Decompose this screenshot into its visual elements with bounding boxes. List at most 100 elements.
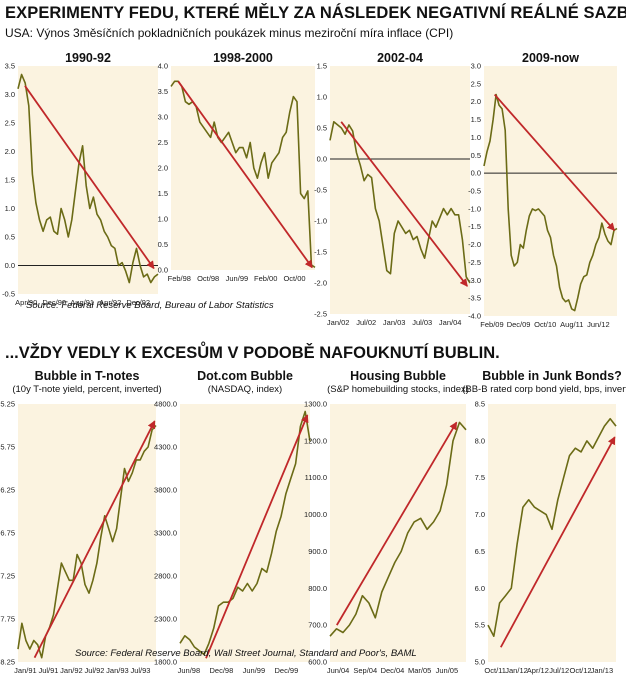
x-tick-label: Jun/98 bbox=[178, 666, 201, 675]
y-tick-label: 2.5 bbox=[471, 79, 481, 88]
x-tick-label: Oct/11 bbox=[484, 666, 506, 675]
y-tick-label: 0.0 bbox=[5, 261, 15, 270]
x-tick-label: Oct/10 bbox=[534, 320, 556, 329]
panel-background-8 bbox=[488, 404, 616, 662]
y-tick-label: 1.0 bbox=[317, 93, 327, 102]
y-tick-label: 2.0 bbox=[471, 97, 481, 106]
y-tick-label: -1.0 bbox=[314, 217, 327, 226]
y-tick-label: 1.5 bbox=[5, 176, 15, 185]
y-tick-label: -1.5 bbox=[468, 222, 481, 231]
x-tick-label: Jul/92 bbox=[84, 666, 104, 675]
y-tick-label: 900.0 bbox=[308, 547, 327, 556]
trend-arrow bbox=[177, 80, 313, 269]
y-tick-label: -1.5 bbox=[314, 248, 327, 257]
x-tick-label: Dec/09 bbox=[507, 320, 531, 329]
y-tick-label: 5.0 bbox=[475, 658, 485, 667]
y-tick-label: -2.0 bbox=[468, 240, 481, 249]
x-tick-label: Apr/12 bbox=[527, 666, 549, 675]
panel-background-2 bbox=[171, 66, 315, 270]
x-tick-label: Mar/05 bbox=[408, 666, 431, 675]
x-tick-label: Jul/03 bbox=[412, 318, 432, 327]
trend-arrow bbox=[33, 420, 156, 659]
x-tick-label: Aug/91 bbox=[70, 298, 94, 307]
y-tick-label: 0.5 bbox=[471, 151, 481, 160]
trend-arrow bbox=[340, 121, 468, 287]
y-tick-label: -4.0 bbox=[468, 312, 481, 321]
y-tick-label: 7.0 bbox=[475, 510, 485, 519]
panel-background-4 bbox=[484, 66, 617, 316]
series-line bbox=[483, 93, 618, 312]
x-tick-label: Jul/93 bbox=[130, 666, 150, 675]
y-tick-label: 6.5 bbox=[475, 547, 485, 556]
y-tick-label: 8.0 bbox=[475, 436, 485, 445]
x-tick-label: Apr/90 bbox=[15, 298, 37, 307]
y-tick-label: 3.0 bbox=[5, 90, 15, 99]
y-tick-label: 1000.0 bbox=[304, 510, 327, 519]
y-tick-label: 1.5 bbox=[317, 62, 327, 71]
series-line bbox=[487, 417, 617, 638]
chart-title-4: 2009-now bbox=[522, 51, 579, 65]
y-tick-label: 3.5 bbox=[158, 87, 168, 96]
y-tick-label: 1.0 bbox=[471, 133, 481, 142]
trend-arrow bbox=[24, 85, 155, 270]
series-line bbox=[17, 73, 159, 284]
source-top: Source: Federal Reserve Board, Bureau of… bbox=[26, 300, 274, 311]
x-tick-label: Dec/90 bbox=[42, 298, 66, 307]
chart-subtitle-6: (NASDAQ, index) bbox=[208, 384, 282, 395]
y-tick-label: -1.0 bbox=[468, 204, 481, 213]
x-tick-label: Dec/92 bbox=[126, 298, 150, 307]
y-tick-label: 0.5 bbox=[158, 240, 168, 249]
y-tick-label: 3800.0 bbox=[154, 486, 177, 495]
y-tick-label: 0.0 bbox=[471, 169, 481, 178]
series-line bbox=[329, 121, 471, 284]
y-tick-label: 0.5 bbox=[5, 233, 15, 242]
bottom-heading: ...VŽDY VEDLY K EXCESŮM V PODOBĚ NAFOUKN… bbox=[5, 344, 500, 362]
y-tick-label: 6.25 bbox=[0, 486, 15, 495]
x-tick-label: Jun/99 bbox=[243, 666, 266, 675]
y-tick-label: 600.0 bbox=[308, 658, 327, 667]
y-tick-label: 2300.0 bbox=[154, 615, 177, 624]
x-tick-label: Jun/12 bbox=[587, 320, 610, 329]
y-tick-label: 3.0 bbox=[158, 113, 168, 122]
chart-title-8: Bubble in Junk Bonds? bbox=[482, 369, 622, 383]
y-tick-label: 8.25 bbox=[0, 658, 15, 667]
x-tick-label: Feb/98 bbox=[168, 274, 191, 283]
x-tick-label: Oct/98 bbox=[197, 274, 219, 283]
x-tick-label: Jun/04 bbox=[327, 666, 350, 675]
x-tick-label: Jul/12 bbox=[549, 666, 569, 675]
chart-title-6: Dot.com Bubble bbox=[197, 369, 293, 383]
y-tick-label: 1300.0 bbox=[304, 400, 327, 409]
x-tick-label: Sep/04 bbox=[353, 666, 377, 675]
y-tick-label: 800.0 bbox=[308, 584, 327, 593]
x-tick-label: Feb/09 bbox=[480, 320, 503, 329]
y-tick-label: 2.0 bbox=[158, 164, 168, 173]
chart-title-2: 1998-2000 bbox=[213, 51, 273, 65]
chart-title-5: Bubble in T-notes bbox=[35, 369, 140, 383]
y-tick-label: 1.5 bbox=[158, 189, 168, 198]
chart-title-1: 1990-92 bbox=[65, 51, 111, 65]
y-tick-label: -0.5 bbox=[2, 290, 15, 299]
y-tick-label: -3.0 bbox=[468, 276, 481, 285]
y-tick-label: 0.5 bbox=[317, 124, 327, 133]
top-heading: EXPERIMENTY FEDU, KTERÉ MĚLY ZA NÁSLEDEK… bbox=[5, 4, 626, 22]
top-subheading: USA: Výnos 3měsíčních pokladničních pouk… bbox=[5, 26, 454, 40]
x-tick-label: Jan/13 bbox=[591, 666, 614, 675]
x-tick-label: Oct/12 bbox=[569, 666, 591, 675]
panel-background-5 bbox=[18, 404, 156, 662]
y-tick-label: -2.5 bbox=[468, 258, 481, 267]
y-tick-label: 1100.0 bbox=[305, 473, 327, 482]
x-tick-label: Jan/12 bbox=[505, 666, 528, 675]
panel-background-1 bbox=[18, 66, 158, 294]
chart-subtitle-5: (10y T-note yield, percent, inverted) bbox=[12, 384, 161, 395]
series-line bbox=[329, 421, 467, 637]
y-tick-label: 3300.0 bbox=[154, 529, 177, 538]
y-tick-label: 8.5 bbox=[475, 400, 485, 409]
chart-title-3: 2002-04 bbox=[377, 51, 423, 65]
y-tick-label: -0.5 bbox=[314, 186, 327, 195]
x-tick-label: Dec/04 bbox=[381, 666, 405, 675]
y-tick-label: 6.0 bbox=[475, 584, 485, 593]
source-bottom: Source: Federal Reserve Board, Wall Stre… bbox=[75, 648, 417, 659]
y-tick-label: 3.0 bbox=[471, 62, 481, 71]
y-tick-label: -2.5 bbox=[314, 310, 327, 319]
